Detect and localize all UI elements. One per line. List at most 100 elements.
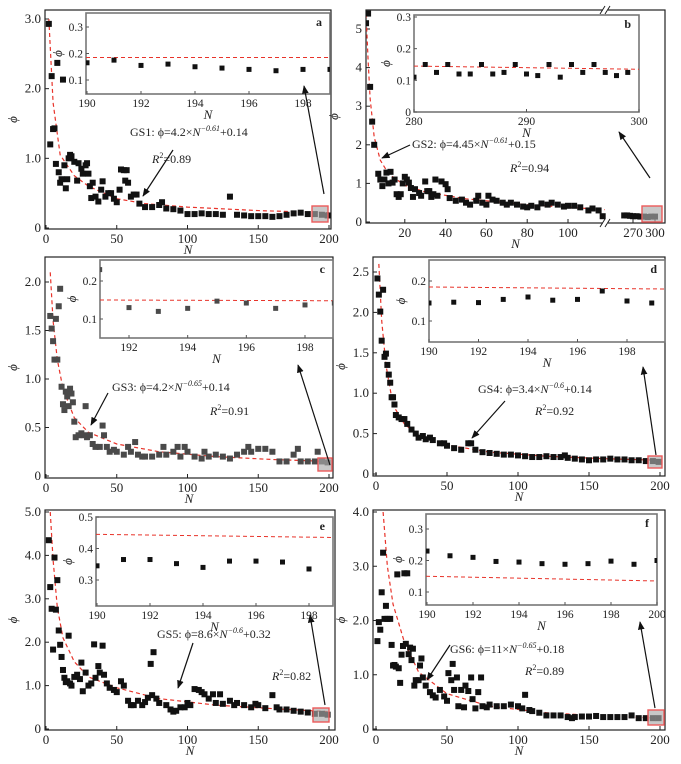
- data-point: [113, 448, 120, 455]
- data-point: [101, 671, 108, 678]
- inset-data-point: [327, 66, 330, 72]
- y-tick-label: 0: [356, 214, 363, 229]
- inset-x-tick-label: 192: [470, 346, 488, 358]
- inset-data-point: [631, 561, 637, 567]
- x-tick-label: 150: [579, 732, 599, 747]
- y-tick-label: 0: [363, 721, 370, 736]
- inset-x-tick-label: 194: [510, 609, 528, 621]
- data-point: [455, 703, 462, 710]
- inset-x-axis-title: N: [536, 618, 547, 633]
- data-point: [55, 303, 62, 310]
- x-tick-label: 50: [110, 231, 123, 246]
- panel-letter: f: [645, 516, 650, 530]
- x-tick-label: 50: [110, 732, 123, 747]
- data-point: [399, 180, 406, 187]
- data-point: [524, 204, 531, 211]
- data-point: [462, 682, 469, 689]
- data-point: [48, 73, 55, 80]
- y-axis-title: ϕ: [5, 116, 20, 123]
- y-tick-label: 0: [35, 220, 42, 235]
- data-point: [412, 186, 418, 193]
- r2-symbol: R: [509, 161, 518, 175]
- data-point: [241, 702, 248, 709]
- inset-data-point: [614, 73, 619, 79]
- data-point: [550, 712, 557, 719]
- data-point: [86, 432, 93, 439]
- inset-y-tick-label: 0.5: [79, 512, 94, 524]
- data-point: [507, 451, 514, 458]
- x-tick-label: 20: [398, 225, 411, 240]
- data-point: [630, 213, 636, 220]
- inset-data-point: [185, 305, 191, 311]
- panel-letter: c: [320, 262, 326, 276]
- data-point: [262, 213, 269, 220]
- data-point: [198, 210, 205, 217]
- data-point: [404, 570, 411, 577]
- data-point: [304, 211, 311, 218]
- data-point: [458, 686, 465, 693]
- data-point: [538, 200, 545, 207]
- data-point: [64, 176, 71, 183]
- inset-data-point: [174, 561, 179, 567]
- data-point: [375, 170, 382, 177]
- data-point: [381, 176, 388, 183]
- inset-x-tick-label: 190: [88, 610, 106, 622]
- inset-data-point: [467, 71, 473, 77]
- data-point: [453, 674, 460, 681]
- inset-x-tick-label: 300: [630, 116, 648, 128]
- data-point: [149, 204, 156, 211]
- inset-data-point: [111, 57, 117, 63]
- equation-var: N: [508, 642, 518, 656]
- r2-superscript: 2: [532, 663, 536, 672]
- data-point: [522, 691, 529, 698]
- x-tick-label: 150: [579, 478, 599, 493]
- data-point: [585, 207, 592, 214]
- data-point: [600, 456, 607, 463]
- data-point: [234, 451, 241, 458]
- data-point: [82, 403, 89, 410]
- data-point: [390, 394, 397, 401]
- inset-data-point: [447, 553, 453, 559]
- inset-y-tick-label: 0.3: [409, 524, 424, 536]
- inset-x-tick-label: 196: [240, 98, 258, 110]
- data-point: [507, 701, 514, 708]
- data-point: [248, 448, 255, 455]
- data-point: [163, 451, 170, 458]
- inset-y-tick-label: 0.2: [83, 276, 98, 288]
- data-point: [519, 705, 526, 712]
- inset-x-axis-title: N: [211, 351, 222, 366]
- equation-lhs: ϕ=4.2×: [158, 125, 193, 139]
- y-axis-title: ϕ: [326, 113, 341, 120]
- data-point: [153, 695, 160, 702]
- panel-a: 0 1.0 2.0 3.0 0 50 100 150 200 Nϕ 0.1 0.2 0.3 190 192 1…: [5, 9, 339, 257]
- inset-frame: [413, 14, 640, 113]
- data-point: [444, 697, 450, 704]
- data-point: [54, 356, 61, 363]
- panel-letter: b: [624, 17, 631, 31]
- data-point: [65, 632, 72, 639]
- x-axis-title: N: [514, 489, 525, 504]
- data-point: [113, 689, 120, 696]
- zoom-region-box: [647, 709, 665, 726]
- r-squared: R2=0.82: [271, 668, 311, 683]
- data-point: [58, 176, 65, 183]
- data-point: [248, 704, 255, 711]
- inset-data-point: [86, 60, 90, 66]
- inset-data-point: [422, 62, 428, 67]
- panel-f: 0 1.0 2.0 3.0 4.0 0 50 100 150 200 Nϕ 0.1 0.2 0.3 190 1…: [333, 504, 670, 758]
- inset-y-tick-label: 0.1: [412, 316, 427, 328]
- data-point: [65, 403, 72, 410]
- axis-break-mark: [599, 218, 611, 228]
- data-point: [283, 211, 290, 218]
- inset-x-tick-label: 194: [186, 98, 204, 110]
- inset-y-tick-label: 0.2: [397, 44, 412, 56]
- data-point: [269, 692, 276, 699]
- y-tick-label: 2: [356, 137, 363, 152]
- data-point: [159, 199, 166, 206]
- data-point: [245, 443, 252, 450]
- y-tick-label: 1.0: [353, 385, 369, 400]
- data-point: [463, 199, 469, 206]
- data-point: [371, 141, 378, 148]
- equation-exponent: −0.6: [549, 381, 564, 390]
- inset-data-point: [535, 73, 541, 79]
